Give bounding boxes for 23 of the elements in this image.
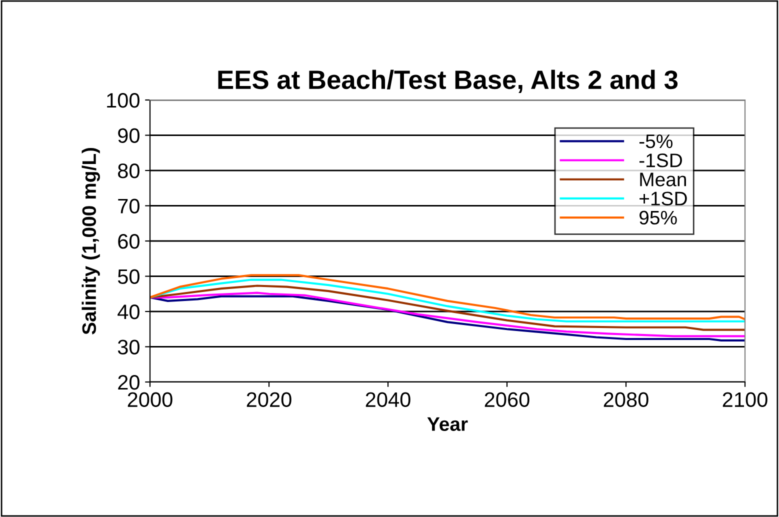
chart-title: EES at Beach/Test Base, Alts 2 and 3: [218, 70, 678, 93]
y-tick-label: 60: [118, 234, 140, 249]
y-tick-label: 70: [118, 198, 140, 214]
x-tick-label: 2080: [604, 392, 648, 408]
legend-label: +1SD: [640, 192, 687, 206]
x-axis-title: Year: [427, 417, 468, 431]
y-tick-label: 40: [118, 304, 140, 320]
x-tick-label: 2000: [128, 392, 172, 408]
y-tick-label: 100: [107, 93, 140, 108]
x-tick-label: 2040: [366, 392, 410, 408]
y-axis-title: Salinity (1,000 mg/L): [82, 148, 100, 334]
y-tick-label: 50: [118, 269, 140, 284]
y-tick-label: 80: [118, 164, 140, 178]
x-tick-label: 2020: [246, 392, 292, 408]
legend-label: Mean: [640, 172, 686, 186]
legend-label: 95%: [640, 210, 677, 225]
legend-label: -5%: [639, 134, 672, 148]
x-tick-label: 2100: [722, 392, 768, 408]
y-tick-label: 20: [118, 375, 140, 390]
x-tick-label: 2060: [484, 392, 530, 408]
legend-label: -1SD: [639, 153, 682, 168]
y-tick-label: 30: [118, 340, 140, 355]
y-tick-label: 90: [118, 128, 140, 144]
